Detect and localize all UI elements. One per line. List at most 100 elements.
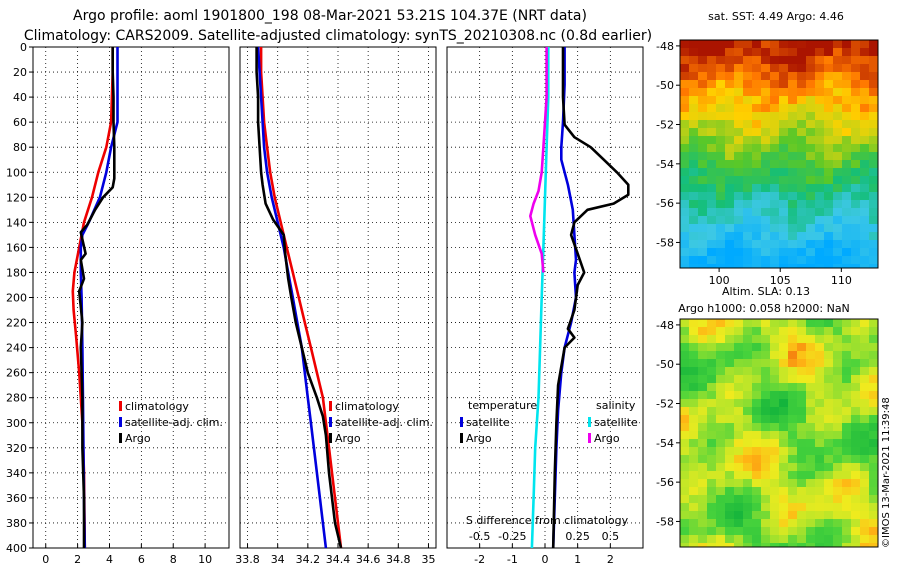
sst-map-cell	[815, 192, 824, 200]
sst-map-cell	[734, 208, 743, 216]
sla-map-cell	[797, 319, 806, 327]
sst-map-cell	[770, 184, 779, 192]
sla-map-cell	[869, 463, 878, 471]
sla-map-cell	[734, 527, 743, 535]
sla-map-cell	[761, 431, 770, 439]
sst-map-cell	[869, 48, 878, 56]
sla-map-cell	[761, 543, 770, 547]
sla-map-cell	[698, 383, 707, 391]
sst-map-cell	[725, 224, 734, 232]
sst-map-cell	[770, 80, 779, 88]
sla-map-cell	[806, 527, 815, 535]
sst-map-cell	[860, 136, 869, 144]
sst-map-cell	[779, 40, 788, 48]
sst-map-cell	[698, 120, 707, 128]
sst-map-cell	[860, 224, 869, 232]
sla-map-cell	[707, 543, 716, 547]
sst-map-cell	[752, 136, 761, 144]
x-tick-label: 4	[106, 553, 113, 566]
sla-map-cell	[842, 335, 851, 343]
sst-map-cell	[860, 88, 869, 96]
sla-map-cell	[761, 495, 770, 503]
sst-map-cell	[851, 264, 860, 268]
sst-map-cell	[716, 176, 725, 184]
sla-map-cell	[788, 415, 797, 423]
sst-map-cell	[797, 72, 806, 80]
sst-map-cell	[824, 168, 833, 176]
sla-map-cell	[779, 495, 788, 503]
sla-map-cell	[725, 327, 734, 335]
depth-tick-label: 160	[6, 241, 27, 254]
sla-map-cell	[869, 407, 878, 415]
sla-map-cell	[815, 479, 824, 487]
sla-map-cell	[779, 391, 788, 399]
sst-map-cell	[707, 224, 716, 232]
sst-map-cell	[824, 240, 833, 248]
sla-map-cell	[752, 479, 761, 487]
sst-map-cell	[770, 200, 779, 208]
sla-map-cell	[761, 479, 770, 487]
sla-map-cell	[824, 375, 833, 383]
sst-map-cell	[869, 112, 878, 120]
sst-map-cell	[743, 40, 752, 48]
sla-map-cell	[725, 511, 734, 519]
sst-map-cell	[761, 208, 770, 216]
sla-map-cell	[851, 455, 860, 463]
sla-map-cell	[806, 383, 815, 391]
sla-map-cell	[797, 359, 806, 367]
sst-map-cell	[770, 112, 779, 120]
sla-map-cell	[689, 487, 698, 495]
sst-map-cell	[743, 232, 752, 240]
sla-map-cell	[698, 343, 707, 351]
sst-map-cell	[707, 56, 716, 64]
sst-map-cell	[806, 112, 815, 120]
sla-map-cell	[770, 495, 779, 503]
sst-map-cell	[698, 160, 707, 168]
sst-map-cell	[833, 88, 842, 96]
sla-map-cell	[725, 439, 734, 447]
sst-map-cell	[788, 264, 797, 268]
sst-map-cell	[833, 48, 842, 56]
sst-map-cell	[743, 96, 752, 104]
sla-map-cell	[851, 335, 860, 343]
sla-map-cell	[770, 463, 779, 471]
sla-map-cell	[761, 351, 770, 359]
sst-map-cell	[797, 144, 806, 152]
sla-map-cell	[689, 447, 698, 455]
sla-map-cell	[833, 327, 842, 335]
sst-map-cell	[842, 248, 851, 256]
depth-tick-label: 400	[6, 542, 27, 555]
legend-swatch	[329, 401, 332, 411]
sst-map-cell	[734, 176, 743, 184]
sst-map-cell	[680, 248, 689, 256]
sla-map-cell	[815, 487, 824, 495]
sst-map-cell	[779, 72, 788, 80]
sla-map-cell	[806, 495, 815, 503]
sst-map-cell	[689, 160, 698, 168]
sla-map-cell	[761, 391, 770, 399]
sla-map-cell	[752, 519, 761, 527]
sla-map-cell	[788, 391, 797, 399]
sst-map-cell	[779, 160, 788, 168]
sst-map-cell	[689, 176, 698, 184]
sst-map-cell	[806, 40, 815, 48]
sst-map-cell	[824, 208, 833, 216]
sst-map-cell	[851, 120, 860, 128]
sla-map-cell	[851, 375, 860, 383]
sst-map-cell	[860, 248, 869, 256]
sst-map-cell	[797, 104, 806, 112]
sla-map-cell	[779, 487, 788, 495]
sst-map-cell	[689, 208, 698, 216]
sst-map-cell	[797, 40, 806, 48]
sla-map-cell	[851, 495, 860, 503]
x-tick-label: 33.8	[235, 553, 260, 566]
sst-map-cell	[707, 160, 716, 168]
sst-map-cell	[689, 40, 698, 48]
sla-map-cell	[797, 519, 806, 527]
sla-map-cell	[680, 527, 689, 535]
sla-map-cell	[743, 495, 752, 503]
sla-map-cell	[743, 503, 752, 511]
depth-tick-label: 80	[13, 141, 27, 154]
sla-map-cell	[734, 431, 743, 439]
sla-map-cell	[869, 415, 878, 423]
